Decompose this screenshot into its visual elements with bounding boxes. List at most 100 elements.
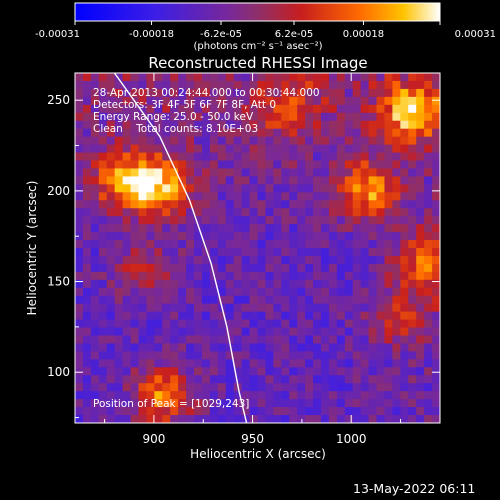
heatmap-cell [138,327,148,337]
heatmap-cell [146,96,155,106]
heatmap-cell [90,263,100,273]
heatmap-cell [162,279,171,289]
heatmap-cell [178,216,187,225]
heatmap-cell [352,128,362,138]
heatmap-cell [130,176,140,185]
heatmap-cell [82,311,92,321]
heatmap-cell [320,160,330,170]
heatmap-cell [384,232,393,241]
heatmap-cell [186,208,195,217]
heatmap-cell [400,224,409,233]
heatmap-cell [257,415,267,423]
heatmap-cell [257,73,267,82]
heatmap-cell [265,279,274,289]
energy-range-label: Energy Range: 25.0 - 50.0 keV [93,111,254,123]
heatmap-cell [122,224,132,233]
heatmap-cell [289,232,298,241]
heatmap-cell [130,303,140,313]
heatmap-cell [170,120,179,130]
heatmap-cell [186,232,195,241]
heatmap-cell [424,120,433,130]
heatmap-cell [114,224,124,233]
heatmap-cell [320,128,330,138]
heatmap-cell [257,287,267,297]
heatmap-cell [209,176,219,185]
heatmap-cell [98,279,108,289]
heatmap-cell [122,200,132,209]
heatmap-cell [217,375,227,384]
colorbar-tick-label: 0.00031 [455,29,496,40]
heatmap-cell [360,287,370,297]
heatmap-cell [178,303,187,313]
heatmap-cell [130,263,140,273]
heatmap-cell [265,144,274,154]
heatmap-cell [344,160,354,170]
heatmap-cell [201,383,211,392]
heatmap-cell [209,80,219,90]
heatmap-cell [273,263,282,273]
heatmap-cell [201,73,211,82]
heatmap-cell [265,359,274,368]
heatmap-cell [98,184,108,193]
heatmap-cell [154,152,163,162]
heatmap-cell [162,248,171,257]
heatmap-cell [90,359,100,368]
heatmap-cell [249,152,259,162]
heatmap-cell [384,192,393,201]
heatmap-cell [209,391,219,400]
heatmap-cell [400,168,409,177]
heatmap-cell [186,295,195,305]
heatmap-cell [313,415,322,423]
heatmap-cell [82,359,92,368]
heatmap-cell [178,144,187,154]
heatmap-cell [257,255,267,265]
heatmap-cell [352,399,362,408]
heatmap-cell [352,255,362,265]
heatmap-cell [178,96,187,106]
heatmap-cell [376,240,386,249]
heatmap-cell [82,224,92,233]
heatmap-cell [217,271,227,281]
heatmap-cell [249,263,259,273]
heatmap-cell [114,319,124,329]
heatmap-cell [432,351,440,360]
heatmap-cell [336,248,346,257]
heatmap-cell [178,152,187,162]
heatmap-cell [138,391,148,400]
heatmap-cell [416,192,425,201]
heatmap-cell [98,367,108,376]
heatmap-cell [344,104,354,114]
heatmap-cell [273,112,282,122]
heatmap-cell [281,407,290,416]
heatmap-cell [186,351,195,360]
heatmap-cell [178,407,187,416]
heatmap-cell [336,295,346,305]
heatmap-cell [376,144,386,154]
time-range-label: 28-Apr-2013 00:24:44.000 to 00:30:44.000 [93,87,320,99]
heatmap-cell [273,391,282,400]
heatmap-cell [201,208,211,217]
heatmap-cell [186,160,195,170]
heatmap-cell [138,295,148,305]
heatmap-cell [416,359,425,368]
heatmap-cell [138,96,148,106]
heatmap-cell [122,351,132,360]
heatmap-cell [186,88,195,98]
heatmap-cell [186,248,195,257]
heatmap-cell [289,168,298,177]
heatmap-cell [178,80,187,90]
heatmap-cell [233,375,243,384]
heatmap-cell [154,104,163,114]
heatmap-cell [273,224,282,233]
heatmap-cell [424,232,433,241]
heatmap-cell [201,287,211,297]
heatmap-cell [138,399,148,408]
heatmap-cell [320,192,330,201]
heatmap-cell [328,287,338,297]
heatmap-cell [368,80,378,90]
heatmap-cell [122,255,132,265]
colorbar [74,2,441,22]
heatmap-cell [114,120,124,130]
heatmap-cell [336,359,346,368]
heatmap-cell [416,383,425,392]
